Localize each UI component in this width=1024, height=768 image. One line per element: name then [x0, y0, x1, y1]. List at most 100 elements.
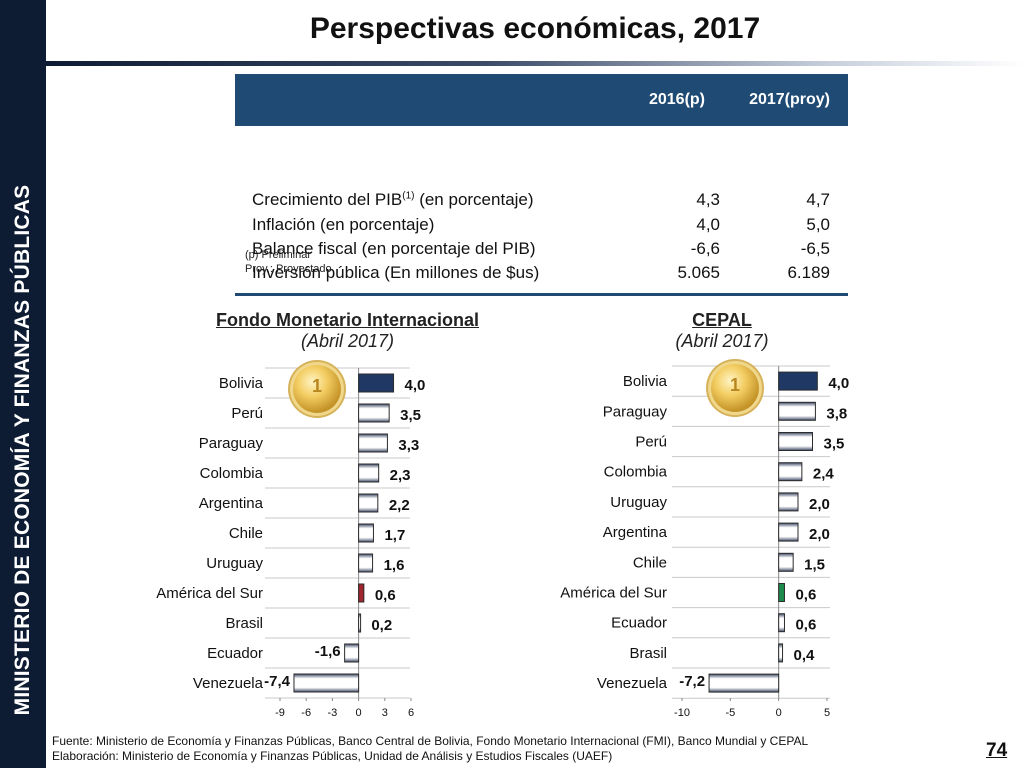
cepal-bar: [778, 401, 816, 421]
cepal-bar: [778, 462, 803, 482]
cepal-tick-label: 0: [776, 707, 782, 719]
gold-medal-icon: [711, 364, 759, 412]
imf-data-label: 3,5: [400, 407, 421, 424]
value-2016: 4,0: [696, 215, 720, 234]
table-notes: (p) Preliminar Proy.: Proyectado: [245, 248, 332, 276]
imf-category-label: Ecuador: [207, 645, 263, 662]
cepal-category-label: Ecuador: [611, 615, 667, 632]
imf-tick-label: 6: [408, 707, 414, 719]
cepal-bar: [778, 432, 814, 451]
imf-data-label: 4,0: [405, 377, 426, 394]
cepal-category-label: Brasil: [629, 645, 667, 662]
imf-data-label: 3,3: [398, 437, 419, 454]
imf-data-label: 2,2: [389, 497, 410, 514]
imf-data-label: 1,7: [384, 527, 405, 544]
gold-medal-icon: [293, 365, 341, 413]
imf-chart-title: Fondo Monetario Internacional: [215, 310, 479, 330]
cepal-data-label: 2,0: [809, 496, 830, 513]
title-divider: [46, 61, 1024, 66]
imf-bar: [358, 373, 395, 393]
imf-data-label: 0,6: [375, 587, 396, 604]
value-2016: -6,6: [690, 239, 720, 258]
cepal-bar: [778, 492, 799, 512]
cepal-chart-heading: CEPAL (Abril 2017): [622, 310, 822, 352]
imf-tick-label: -6: [301, 707, 311, 719]
imf-bar: [293, 673, 360, 693]
row-label: Inversión pública (En millones de $us): [252, 263, 540, 282]
outlook-table: 2016(p) 2017(proy) Crecimiento del PIB(1…: [235, 74, 848, 296]
note-preliminary: (p) Preliminar: [245, 249, 312, 261]
imf-bar: [358, 463, 380, 483]
row-label: Balance fiscal (en porcentaje del PIB): [252, 239, 536, 258]
cepal-category-label: Colombia: [604, 464, 668, 481]
cepal-category-label: Venezuela: [597, 675, 668, 692]
imf-tick-label: -9: [275, 707, 285, 719]
row-label: Crecimiento del PIB(1) (en porcentaje): [252, 190, 534, 209]
value-2016: 5.065: [677, 263, 720, 282]
cepal-category-label: Paraguay: [603, 403, 668, 420]
value-2017: 6.189: [787, 263, 830, 282]
imf-chart-subtitle: (Abril 2017): [300, 331, 395, 351]
value-2016: 4,3: [696, 190, 720, 209]
cepal-data-label: 3,5: [824, 436, 845, 453]
cepal-category-label: Argentina: [603, 524, 668, 541]
cepal-category-label: Uruguay: [610, 494, 667, 511]
cepal-data-label: 2,4: [813, 466, 835, 483]
cepal-bar: [778, 522, 799, 542]
source-note: Fuente: Ministerio de Economía y Finanza…: [52, 734, 809, 748]
cepal-data-label: 4,0: [828, 375, 849, 392]
table-row: Inversión pública (En millones de $us) 5…: [252, 263, 830, 287]
cepal-tick-label: -10: [674, 707, 690, 719]
cepal-category-label: Bolivia: [623, 373, 668, 390]
cepal-bar: [778, 552, 794, 572]
cepal-chart-title: CEPAL: [692, 310, 752, 330]
cepal-tick-label: 5: [824, 707, 830, 719]
table-row: Inflación (en porcentaje) 4,0 5,0: [252, 215, 830, 239]
cepal-bar: [778, 583, 785, 602]
sidebar-band: MINISTERIO DE ECONOMÍA Y FINANZAS PÚBLIC…: [0, 0, 46, 768]
imf-category-label: Venezuela: [193, 675, 264, 692]
imf-data-label: 0,2: [371, 617, 392, 634]
cepal-bar: [778, 613, 785, 633]
cepal-category-label: Perú: [635, 434, 667, 451]
imf-bar: [358, 583, 365, 603]
imf-data-label: 1,6: [384, 557, 405, 574]
cepal-category-label: América del Sur: [560, 585, 667, 602]
imf-tick-label: 3: [382, 707, 388, 719]
cepal-bar: [778, 643, 784, 663]
imf-tick-label: 0: [356, 707, 362, 719]
cepal-data-label: 1,5: [804, 556, 825, 573]
cepal-data-label: -7,2: [679, 673, 705, 690]
page-number: 74: [986, 740, 1008, 761]
page-title: Perspectivas económicas, 2017: [309, 12, 761, 45]
row-label: Inflación (en porcentaje): [252, 215, 435, 234]
imf-category-label: Paraguay: [199, 435, 264, 452]
cepal-bar: [708, 673, 780, 693]
imf-category-label: Perú: [231, 405, 263, 422]
cepal-data-label: 0,4: [794, 647, 816, 664]
table-header: 2016(p) 2017(proy): [235, 74, 848, 126]
imf-category-label: Chile: [229, 525, 263, 542]
cepal-data-label: 3,8: [826, 405, 847, 422]
imf-category-label: Brasil: [225, 615, 263, 632]
imf-bar: [358, 523, 374, 543]
imf-bar: [358, 493, 379, 513]
table-row: Balance fiscal (en porcentaje del PIB) -…: [252, 239, 830, 263]
imf-category-label: América del Sur: [156, 585, 263, 602]
value-2017: 5,0: [806, 215, 830, 234]
imf-bar: [358, 613, 362, 633]
cepal-category-label: Chile: [633, 554, 667, 571]
cepal-bar: [778, 371, 818, 391]
note-projected: Proy.: Proyectado: [245, 263, 332, 275]
cepal-tick-label: -5: [725, 707, 735, 719]
table-row: Crecimiento del PIB(1) (en porcentaje) 4…: [252, 190, 830, 214]
column-header-2016: 2016(p): [648, 91, 705, 108]
column-header-2017: 2017(proy): [749, 91, 830, 108]
imf-data-label: -7,4: [264, 673, 291, 690]
imf-category-label: Argentina: [199, 495, 264, 512]
cepal-data-label: 0,6: [795, 617, 816, 634]
elaboration-note: Elaboración: Ministerio de Economía y Fi…: [52, 749, 613, 763]
imf-category-label: Uruguay: [206, 555, 263, 572]
imf-category-label: Colombia: [200, 465, 264, 482]
